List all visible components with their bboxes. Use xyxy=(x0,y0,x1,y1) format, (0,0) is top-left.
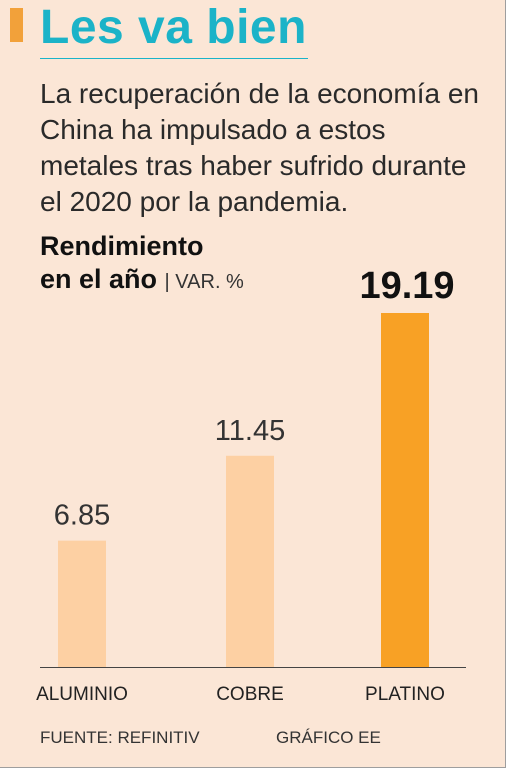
metric-label-line2: en el año xyxy=(40,264,158,294)
chart-subtitle: La recuperación de la economía en China … xyxy=(40,78,479,217)
metric-unit: | VAR. % xyxy=(164,271,244,293)
title-accent-bar xyxy=(10,8,23,42)
value-label-aluminio: 6.85 xyxy=(54,500,110,532)
source-note: FUENTE: REFINITIV xyxy=(40,728,200,747)
value-label-cobre: 11.45 xyxy=(215,415,285,447)
category-label-cobre: COBRE xyxy=(216,684,284,705)
title-underline xyxy=(40,58,308,59)
credit-note: GRÁFICO EE xyxy=(276,728,381,747)
metric-label-line1: Rendimiento xyxy=(40,231,204,261)
metric-label: Rendimiento en el año | VAR. % xyxy=(40,230,244,299)
chart-title: Les va bien xyxy=(40,1,307,54)
bar-cobre xyxy=(226,455,274,667)
bar-platino xyxy=(381,313,429,667)
category-label-aluminio: ALUMINIO xyxy=(36,684,128,705)
category-label-platino: PLATINO xyxy=(365,684,445,705)
bar-aluminio xyxy=(58,540,106,667)
value-label-platino: 19.19 xyxy=(359,265,454,307)
